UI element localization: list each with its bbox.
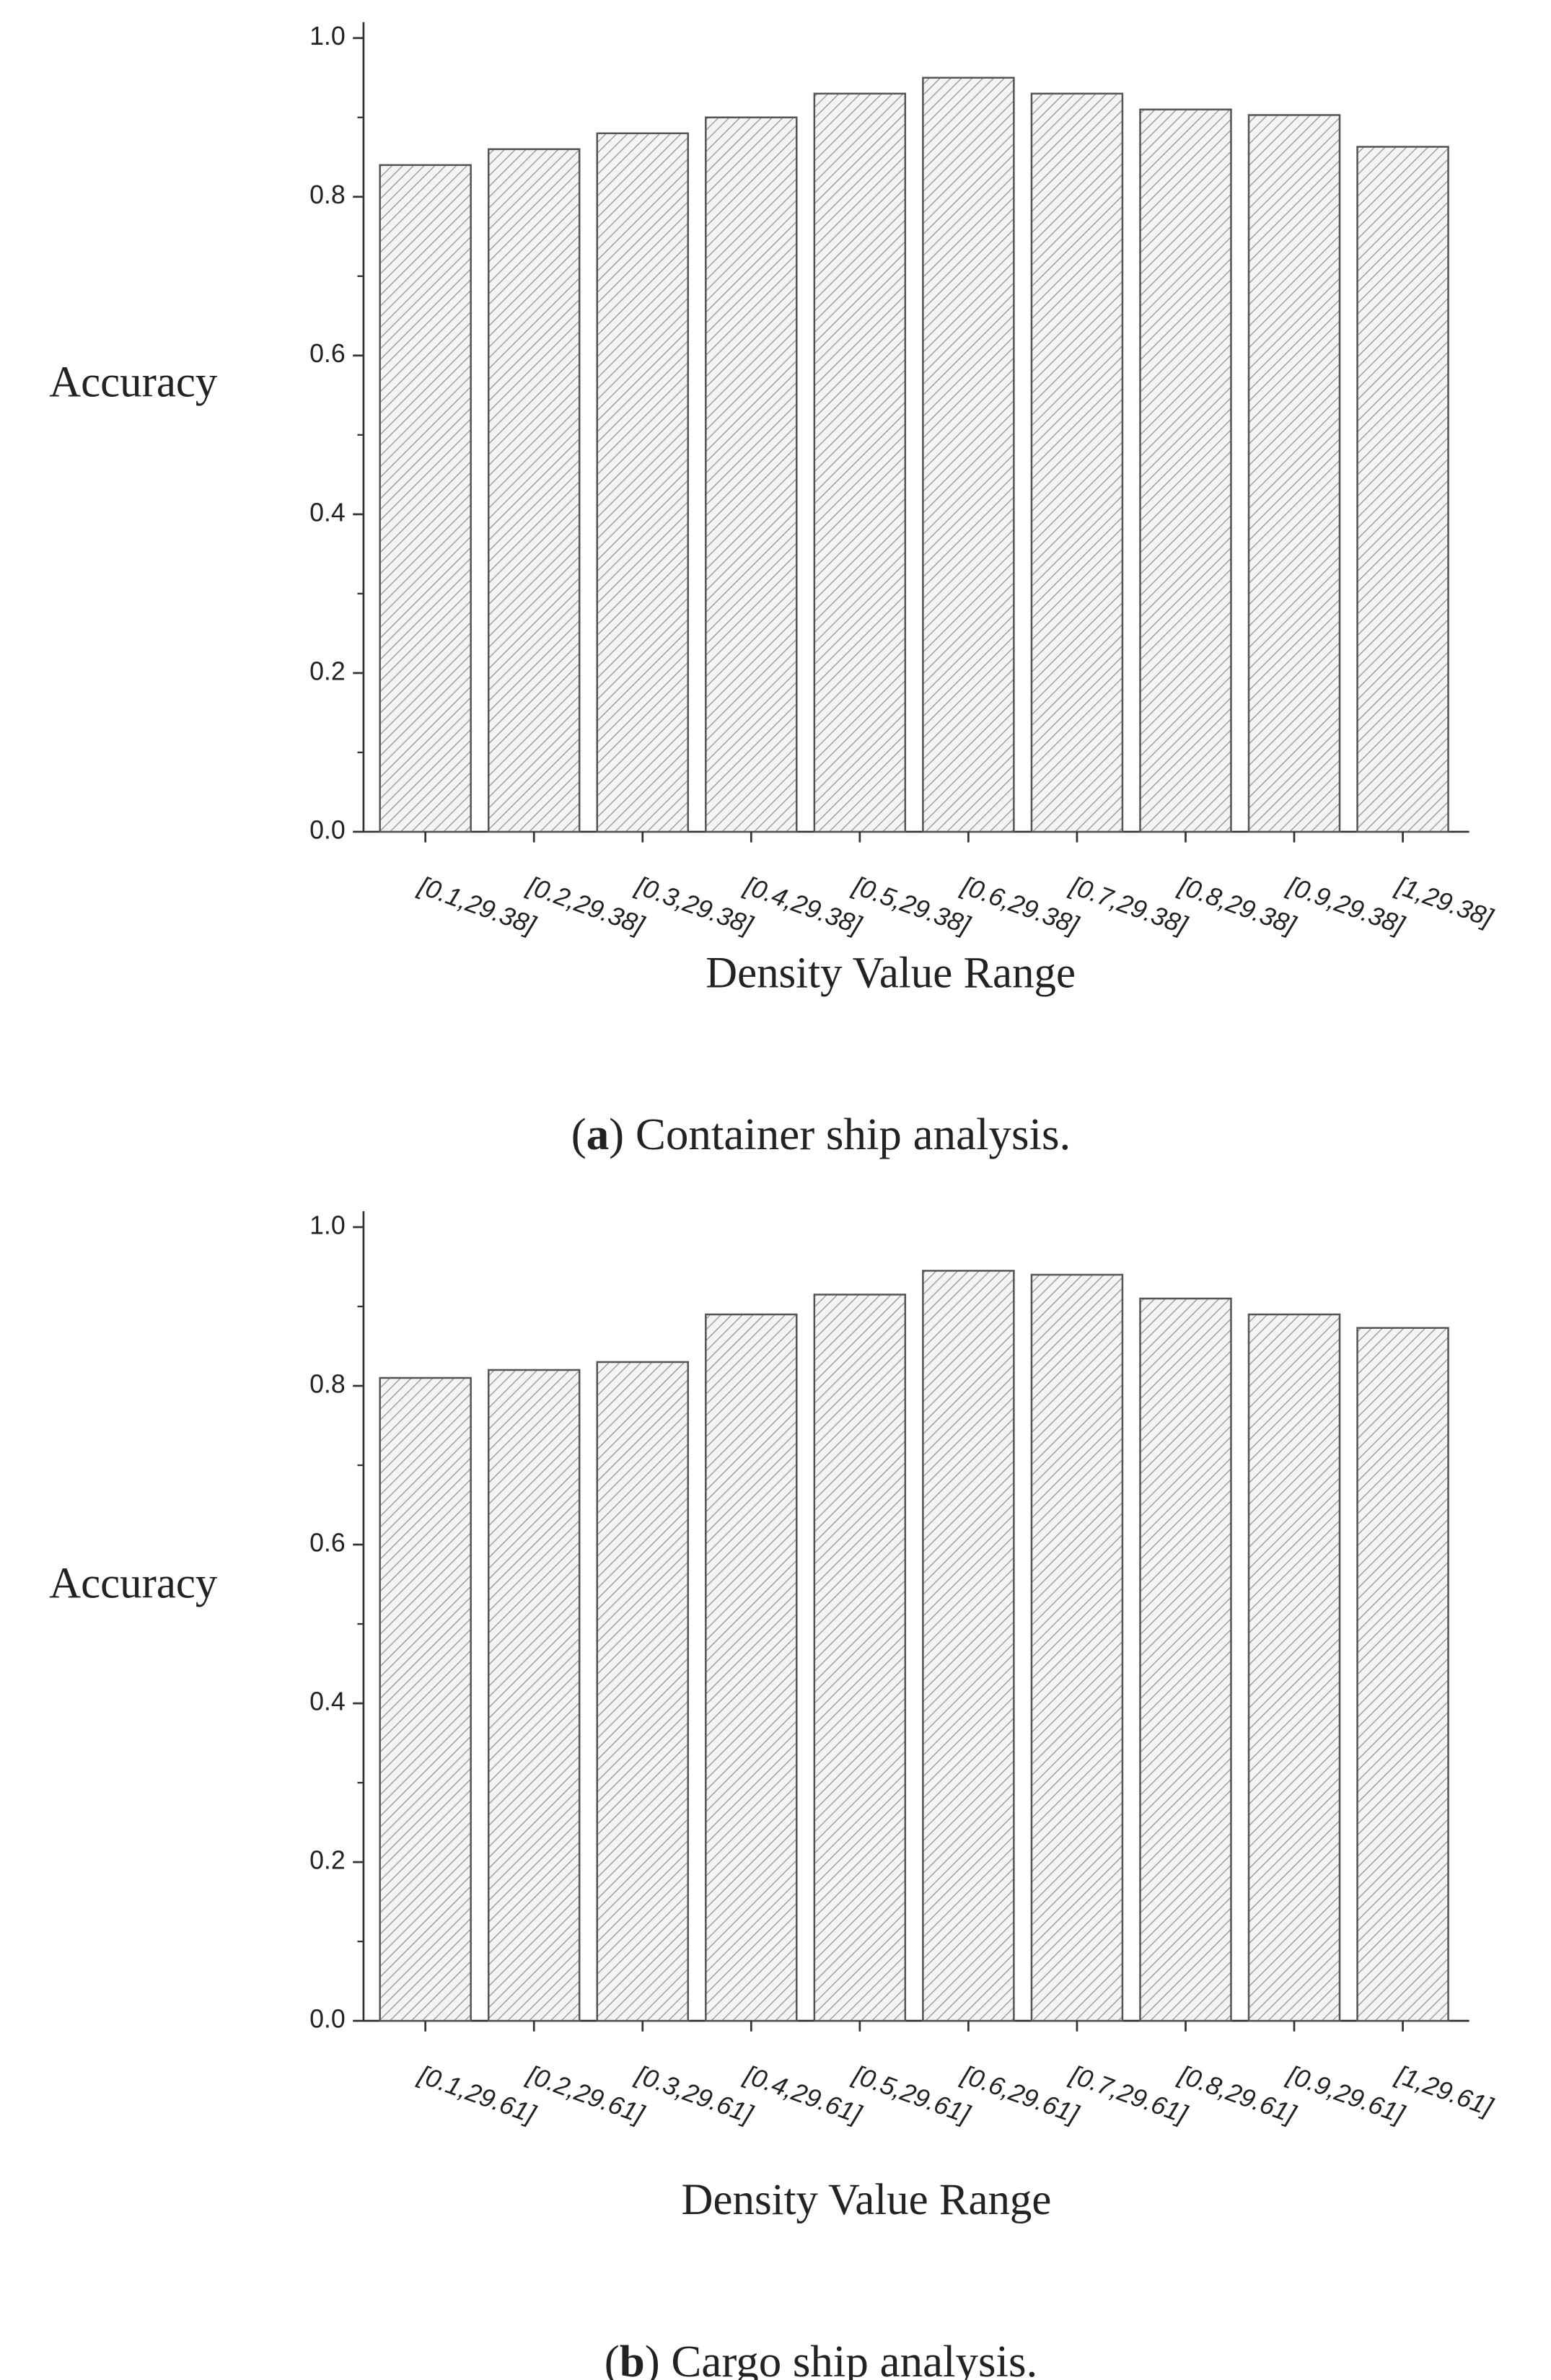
y-tick-label: 0.6 (309, 1528, 346, 1557)
caption-label: a (586, 1110, 609, 1160)
x-tick-label: [0.9,29.61] (1283, 2060, 1409, 2129)
x-axis-label: Density Value Range (682, 2176, 1052, 2224)
x-tick-label: [1,29.61] (1392, 2060, 1497, 2122)
bar (922, 1270, 1015, 2022)
x-tick-label: [0.6,29.38] (957, 871, 1083, 940)
y-tick-label: 0.0 (309, 2005, 346, 2034)
y-tick-label: 0.4 (309, 498, 346, 527)
y-tick-label: 0.6 (309, 339, 346, 368)
bar (487, 148, 581, 833)
bar (922, 76, 1015, 833)
bar (379, 1376, 472, 2022)
x-tick-label: [0.2,29.38] (523, 871, 649, 940)
x-tick-label: [0.5,29.38] (849, 871, 975, 940)
y-tick-label: 0.2 (309, 657, 346, 685)
x-tick-label: [0.1,29.38] (414, 871, 540, 940)
x-tick-label: [0.4,29.61] (740, 2060, 866, 2129)
bar (596, 1361, 690, 2022)
bar (1139, 108, 1232, 833)
y-tick-label: 0.8 (309, 180, 346, 209)
caption-label: b (620, 2336, 645, 2380)
y-tick-label: 0.0 (309, 815, 346, 844)
y-axis-label: Accuracy (49, 359, 218, 407)
bar (1247, 114, 1341, 833)
caption: (a) Container ship analysis. (571, 1110, 1071, 1160)
x-tick-label: [0.7,29.38] (1066, 871, 1192, 940)
x-tick-label: [0.7,29.61] (1066, 2060, 1192, 2129)
caption: (b) Cargo ship analysis. (605, 2336, 1038, 2380)
x-tick-label: [0.8,29.38] (1174, 871, 1300, 940)
bar (705, 1313, 798, 2022)
x-tick-label: [0.2,29.61] (523, 2060, 649, 2129)
y-axis-label: Accuracy (49, 1560, 218, 1608)
bar (1139, 1297, 1232, 2022)
bar (813, 1294, 907, 2022)
x-tick-label: [0.6,29.61] (957, 2060, 1083, 2129)
bar (813, 92, 907, 833)
caption-open: ( (571, 1110, 586, 1160)
y-tick-label: 1.0 (309, 1211, 346, 1239)
y-tick-label: 0.8 (309, 1369, 346, 1398)
x-tick-label: [0.3,29.38] (631, 871, 757, 940)
y-tick-label: 0.2 (309, 1846, 346, 1875)
bar (1356, 146, 1449, 833)
x-axis-label: Density Value Range (706, 949, 1076, 997)
caption-open: ( (605, 2336, 620, 2380)
bar (1356, 1327, 1449, 2022)
x-tick-label: [1,29.38] (1392, 871, 1497, 933)
x-tick-label: [0.8,29.61] (1174, 2060, 1300, 2129)
bar (705, 116, 798, 833)
y-tick-label: 0.4 (309, 1687, 346, 1716)
bar (487, 1369, 581, 2022)
x-tick-label: [0.1,29.61] (414, 2060, 540, 2129)
x-tick-label: [0.3,29.61] (631, 2060, 757, 2129)
caption-text: ) Cargo ship analysis. (645, 2336, 1038, 2380)
bar (379, 164, 472, 833)
caption-text: ) Container ship analysis. (609, 1110, 1071, 1160)
chart: 0.0 0.2 0.4 0.6 0.8 1.0 [0.1,29.61][0.2,29.61]… (49, 1211, 1497, 2380)
bar (1247, 1313, 1341, 2022)
bar (1030, 1273, 1124, 2022)
chart: 0.0 0.2 0.4 0.6 0.8 1.0 [0.1,29.38][0.2,29.38]… (49, 22, 1497, 1159)
x-tick-label: [0.4,29.38] (740, 871, 866, 940)
x-tick-label: [0.9,29.38] (1283, 871, 1409, 940)
y-tick-label: 1.0 (309, 22, 346, 51)
bar (1030, 92, 1124, 833)
x-tick-label: [0.5,29.61] (849, 2060, 975, 2129)
bar (596, 132, 690, 833)
